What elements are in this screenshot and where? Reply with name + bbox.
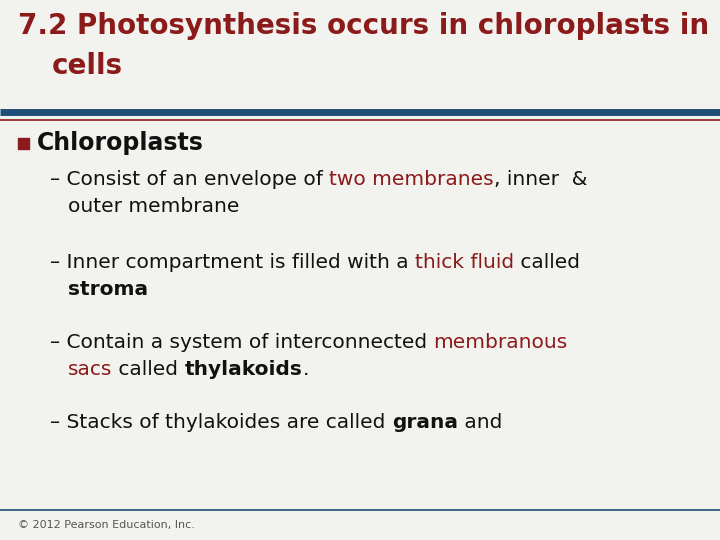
Text: , inner  &: , inner & (494, 170, 588, 189)
Text: 7.2 Photosynthesis occurs in chloroplasts in plant: 7.2 Photosynthesis occurs in chloroplast… (18, 12, 720, 40)
Text: .: . (302, 360, 309, 379)
Text: – Contain a system of interconnected: – Contain a system of interconnected (50, 333, 433, 352)
Text: two membranes: two membranes (329, 170, 494, 189)
Text: called: called (514, 253, 580, 272)
Text: thick fluid: thick fluid (415, 253, 514, 272)
Text: and: and (458, 413, 502, 432)
Text: cells: cells (52, 52, 123, 80)
Text: © 2012 Pearson Education, Inc.: © 2012 Pearson Education, Inc. (18, 520, 195, 530)
Text: – Consist of an envelope of: – Consist of an envelope of (50, 170, 329, 189)
Bar (18, 138, 29, 148)
Text: outer membrane: outer membrane (68, 197, 239, 216)
Text: sacs: sacs (68, 360, 112, 379)
Text: Chloroplasts: Chloroplasts (37, 131, 204, 155)
Text: membranous: membranous (433, 333, 568, 352)
Text: stroma: stroma (68, 280, 148, 299)
Text: thylakoids: thylakoids (185, 360, 302, 379)
Text: – Stacks of thylakoides are called: – Stacks of thylakoides are called (50, 413, 392, 432)
Text: grana: grana (392, 413, 458, 432)
Text: called: called (112, 360, 185, 379)
Text: – Inner compartment is filled with a: – Inner compartment is filled with a (50, 253, 415, 272)
